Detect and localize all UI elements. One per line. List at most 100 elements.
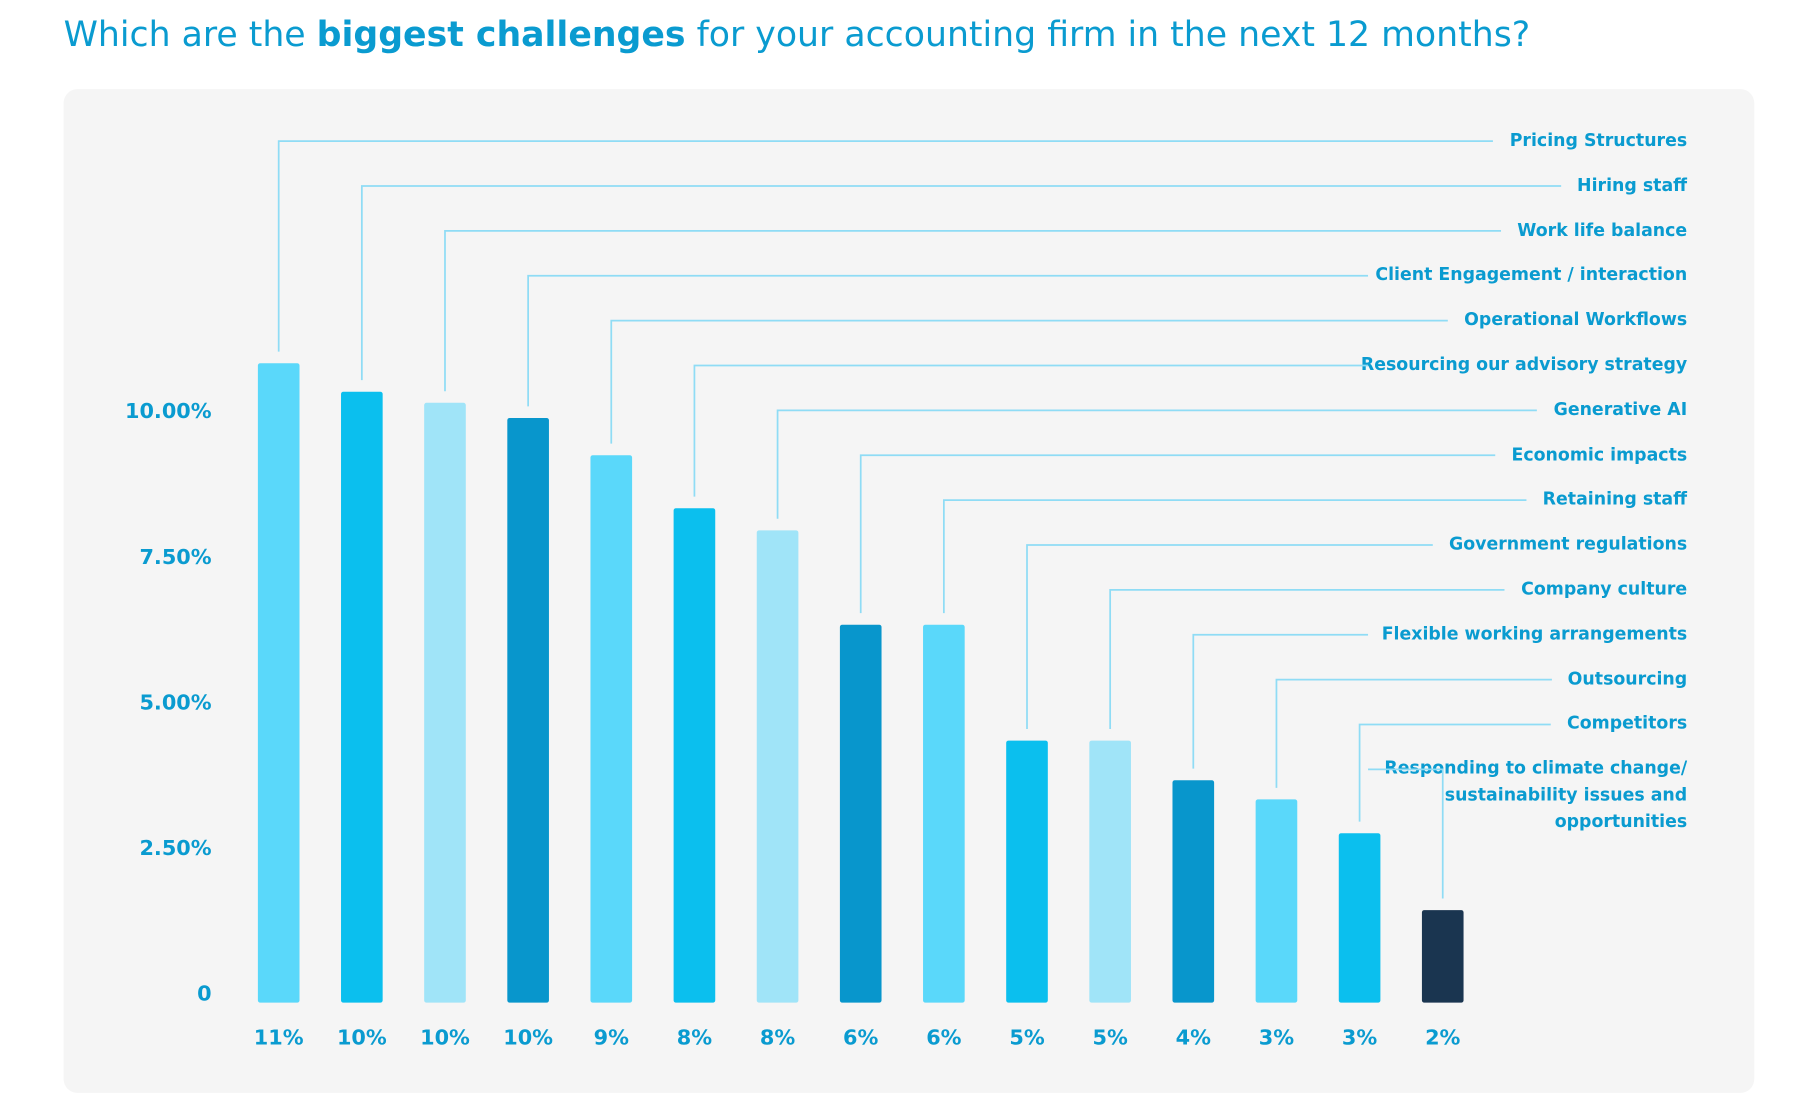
category-label: Pricing Structures: [1509, 129, 1688, 151]
bar: [590, 455, 633, 1003]
bar: [1255, 799, 1298, 1003]
category-label-wrap: Generative AI: [1317, 396, 1688, 423]
leader-line: [776, 409, 1537, 519]
title-part: for your accounting firm in the next 12 …: [686, 15, 1531, 55]
panel: [63, 89, 1755, 1093]
category-label: Flexible working arrangements: [1381, 623, 1688, 644]
category-label-box: Economic impacts: [1317, 441, 1688, 468]
leader-line: [277, 140, 1493, 352]
leader-line: [942, 499, 1527, 614]
bar: [424, 402, 466, 1003]
category-label: Generative AI: [1553, 398, 1688, 420]
category-label-wrap: Hiring staff: [1317, 172, 1687, 199]
leader-line: [1275, 678, 1552, 788]
category-label-box: Retaining staff: [1317, 486, 1688, 513]
category-label-box: Responding to climate change/ sustainabi…: [1384, 755, 1687, 835]
category-label: Company culture: [1521, 578, 1688, 600]
value-label: 5%: [1092, 1026, 1127, 1050]
category-label-box: Competitors: [1317, 711, 1687, 738]
value-label: 6%: [926, 1026, 961, 1050]
leader-line: [693, 364, 1369, 497]
category-label-box: Generative AI: [1317, 396, 1688, 423]
bar: [1006, 740, 1048, 1003]
category-label-wrap: Economic impacts: [1317, 441, 1688, 468]
bar: [1338, 833, 1381, 1003]
category-label: Work life balance: [1517, 219, 1688, 241]
value-label: 10%: [503, 1026, 553, 1050]
category-label: Economic impacts: [1511, 443, 1688, 465]
category-label-wrap: Operational Workflows: [1317, 307, 1687, 334]
y-tick-label: 5.00%: [139, 690, 211, 714]
category-label: Competitors: [1566, 712, 1688, 734]
category-label: Outsourcing: [1567, 668, 1688, 689]
category-label-wrap: Resourcing our advisory strategy: [1317, 352, 1687, 379]
value-label: 8%: [677, 1026, 712, 1050]
category-label: Responding to climate change/ sustainabi…: [1384, 757, 1688, 832]
value-label: 9%: [594, 1026, 629, 1050]
y-tick-label: 2.50%: [139, 836, 211, 860]
bar: [923, 624, 965, 1003]
category-label-wrap: Company culture: [1317, 576, 1687, 603]
leader-line: [859, 454, 1496, 614]
bar: [1421, 910, 1464, 1003]
category-label-wrap: Client Engagement / interaction: [1317, 262, 1687, 289]
category-label-box: Flexible working arrangements: [1317, 621, 1688, 648]
category-label-wrap: Retaining staff: [1317, 486, 1688, 513]
category-label-box: Hiring staff: [1317, 172, 1687, 199]
category-label-wrap: Government regulations: [1317, 531, 1687, 558]
value-label: 5%: [1009, 1026, 1044, 1050]
value-label: 2%: [1425, 1026, 1460, 1050]
category-label: Resourcing our advisory strategy: [1360, 353, 1688, 375]
category-label-wrap: Flexible working arrangements: [1317, 621, 1688, 648]
category-label: Hiring staff: [1577, 174, 1688, 196]
value-label: 11%: [254, 1026, 304, 1050]
category-label-wrap: Outsourcing: [1317, 666, 1688, 693]
leader-line: [1358, 723, 1551, 822]
leader-line: [1192, 633, 1369, 769]
y-tick-label: 0: [197, 982, 211, 1006]
value-label: 4%: [1176, 1026, 1211, 1050]
title-part: biggest challenges: [317, 15, 686, 55]
title-part: Which are the: [64, 15, 317, 55]
category-label-wrap: Responding to climate change/ sustainabi…: [1384, 755, 1687, 835]
leader-line: [1368, 768, 1444, 899]
chart-title: Which are the biggest challenges for you…: [64, 15, 1531, 55]
value-label: 10%: [337, 1026, 387, 1050]
value-label: 3%: [1259, 1026, 1294, 1050]
category-label-box: Outsourcing: [1317, 666, 1688, 693]
category-label-wrap: Work life balance: [1317, 217, 1687, 244]
bar: [1172, 780, 1215, 1003]
category-label: Government regulations: [1448, 533, 1688, 555]
category-label-box: Company culture: [1317, 576, 1687, 603]
bar: [507, 417, 549, 1003]
bar: [756, 530, 799, 1003]
leader-line: [360, 185, 1562, 381]
leader-line: [527, 274, 1369, 407]
category-label-box: Government regulations: [1317, 531, 1687, 558]
category-label-box: Operational Workflows: [1317, 307, 1687, 334]
bar: [673, 508, 716, 1003]
bar: [1089, 740, 1131, 1003]
value-label: 10%: [420, 1026, 470, 1050]
y-tick-label: 10.00%: [125, 399, 212, 423]
category-label-box: Work life balance: [1317, 217, 1687, 244]
category-label: Retaining staff: [1542, 488, 1688, 510]
leader-line: [1109, 588, 1505, 730]
bar: [257, 363, 300, 1003]
category-label: Operational Workflows: [1464, 309, 1688, 330]
value-label: 8%: [760, 1026, 795, 1050]
y-tick-label: 7.50%: [139, 545, 211, 569]
category-label-box: Pricing Structures: [1509, 129, 1688, 151]
bar: [341, 391, 383, 1003]
leader-line: [610, 319, 1448, 444]
value-label: 6%: [843, 1026, 878, 1050]
category-label-box: Client Engagement / interaction: [1317, 262, 1687, 289]
category-label-wrap: Competitors: [1317, 711, 1687, 738]
bar: [839, 624, 882, 1003]
value-label: 3%: [1342, 1026, 1377, 1050]
category-label: Client Engagement / interaction: [1375, 264, 1688, 286]
leader-line: [1026, 544, 1433, 730]
leader-line: [444, 230, 1502, 392]
